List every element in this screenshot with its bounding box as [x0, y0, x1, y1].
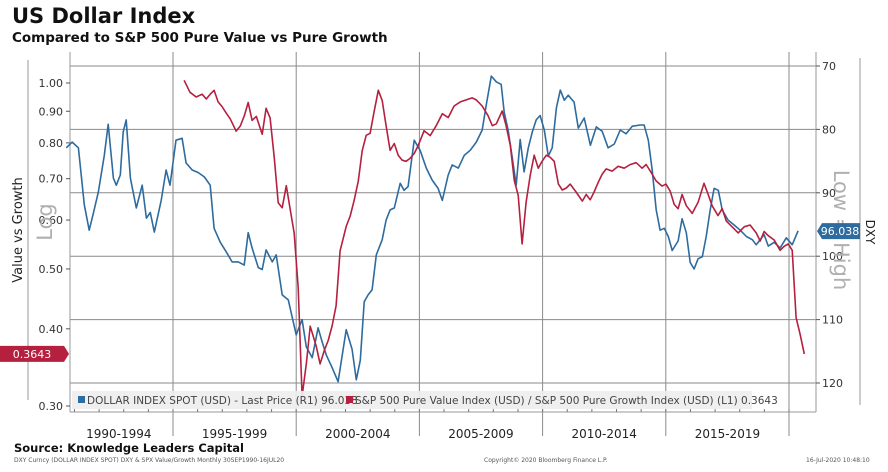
left-tick-label: 0.40	[39, 323, 64, 336]
legend-label-value-growth: S&P 500 Pure Value Index (USD) / S&P 500…	[355, 395, 778, 407]
footer-copyright: Copyright© 2020 Bloomberg Finance L.P.	[484, 457, 608, 464]
period-label: 2005-2009	[448, 427, 513, 441]
footer-description: DXY Curncy (DOLLAR INDEX SPOT) DXY & SPX…	[14, 457, 285, 464]
right-tick-label: 100	[822, 250, 843, 263]
right-value-badge-text: 96.038	[821, 225, 860, 238]
gridlines	[70, 52, 816, 436]
legend-label-dxy: DOLLAR INDEX SPOT (USD) - Last Price (R1…	[87, 395, 358, 407]
left-tick-label: 0.30	[39, 400, 64, 413]
left-value-badge-text: 0.3643	[13, 348, 52, 361]
left-tick-label: 0.60	[39, 214, 64, 227]
left-value-badge	[0, 345, 69, 362]
period-label: 1990-1994	[86, 427, 151, 441]
series-lines	[65, 75, 806, 398]
left-tick-label: 0.70	[39, 173, 64, 186]
source-label: Source: Knowledge Leaders Capital	[14, 441, 244, 455]
footer-timestamp: 16-Jul-2020 10:48:10	[806, 457, 870, 464]
period-label: 2015-2019	[695, 427, 760, 441]
right-tick-label: 70	[822, 60, 836, 73]
right-tick-label: 120	[822, 377, 843, 390]
chart-title: US Dollar Index	[12, 4, 196, 28]
legend: DOLLAR INDEX SPOT (USD) - Last Price (R1…	[72, 391, 778, 409]
period-label: 2010-2014	[571, 427, 636, 441]
period-label: 1995-1999	[202, 427, 267, 441]
left-axis-title: Value vs Growth	[11, 177, 26, 283]
period-label: 2000-2004	[325, 427, 390, 441]
dxy-line	[65, 75, 799, 383]
axis-labels: 1990-1994 1995-1999 2000-2004 2005-2009 2010…	[0, 58, 877, 441]
left-tick-label: 0.50	[39, 263, 64, 276]
right-tick-label: 110	[822, 314, 843, 327]
left-tick-label: 1.00	[39, 77, 64, 90]
value-growth-line	[183, 79, 806, 398]
right-value-badge	[817, 223, 860, 240]
left-tick-label: 0.90	[39, 105, 64, 118]
chart-subtitle: Compared to S&P 500 Pure Value vs Pure G…	[12, 30, 388, 46]
legend-swatch-value-growth	[346, 396, 353, 403]
legend-background	[72, 391, 752, 409]
right-axis-title: DXY	[863, 220, 877, 245]
legend-swatch-dxy	[78, 396, 85, 403]
left-axis-scale-note: Log	[33, 203, 57, 241]
right-tick-label: 90	[822, 187, 836, 200]
axes: 0.30 0.40 0.50 0.60 0.70 0.80 0.90 1.00 70 80 90 10…	[39, 52, 843, 413]
right-tick-label: 80	[822, 123, 836, 136]
left-tick-label: 0.80	[39, 137, 64, 150]
